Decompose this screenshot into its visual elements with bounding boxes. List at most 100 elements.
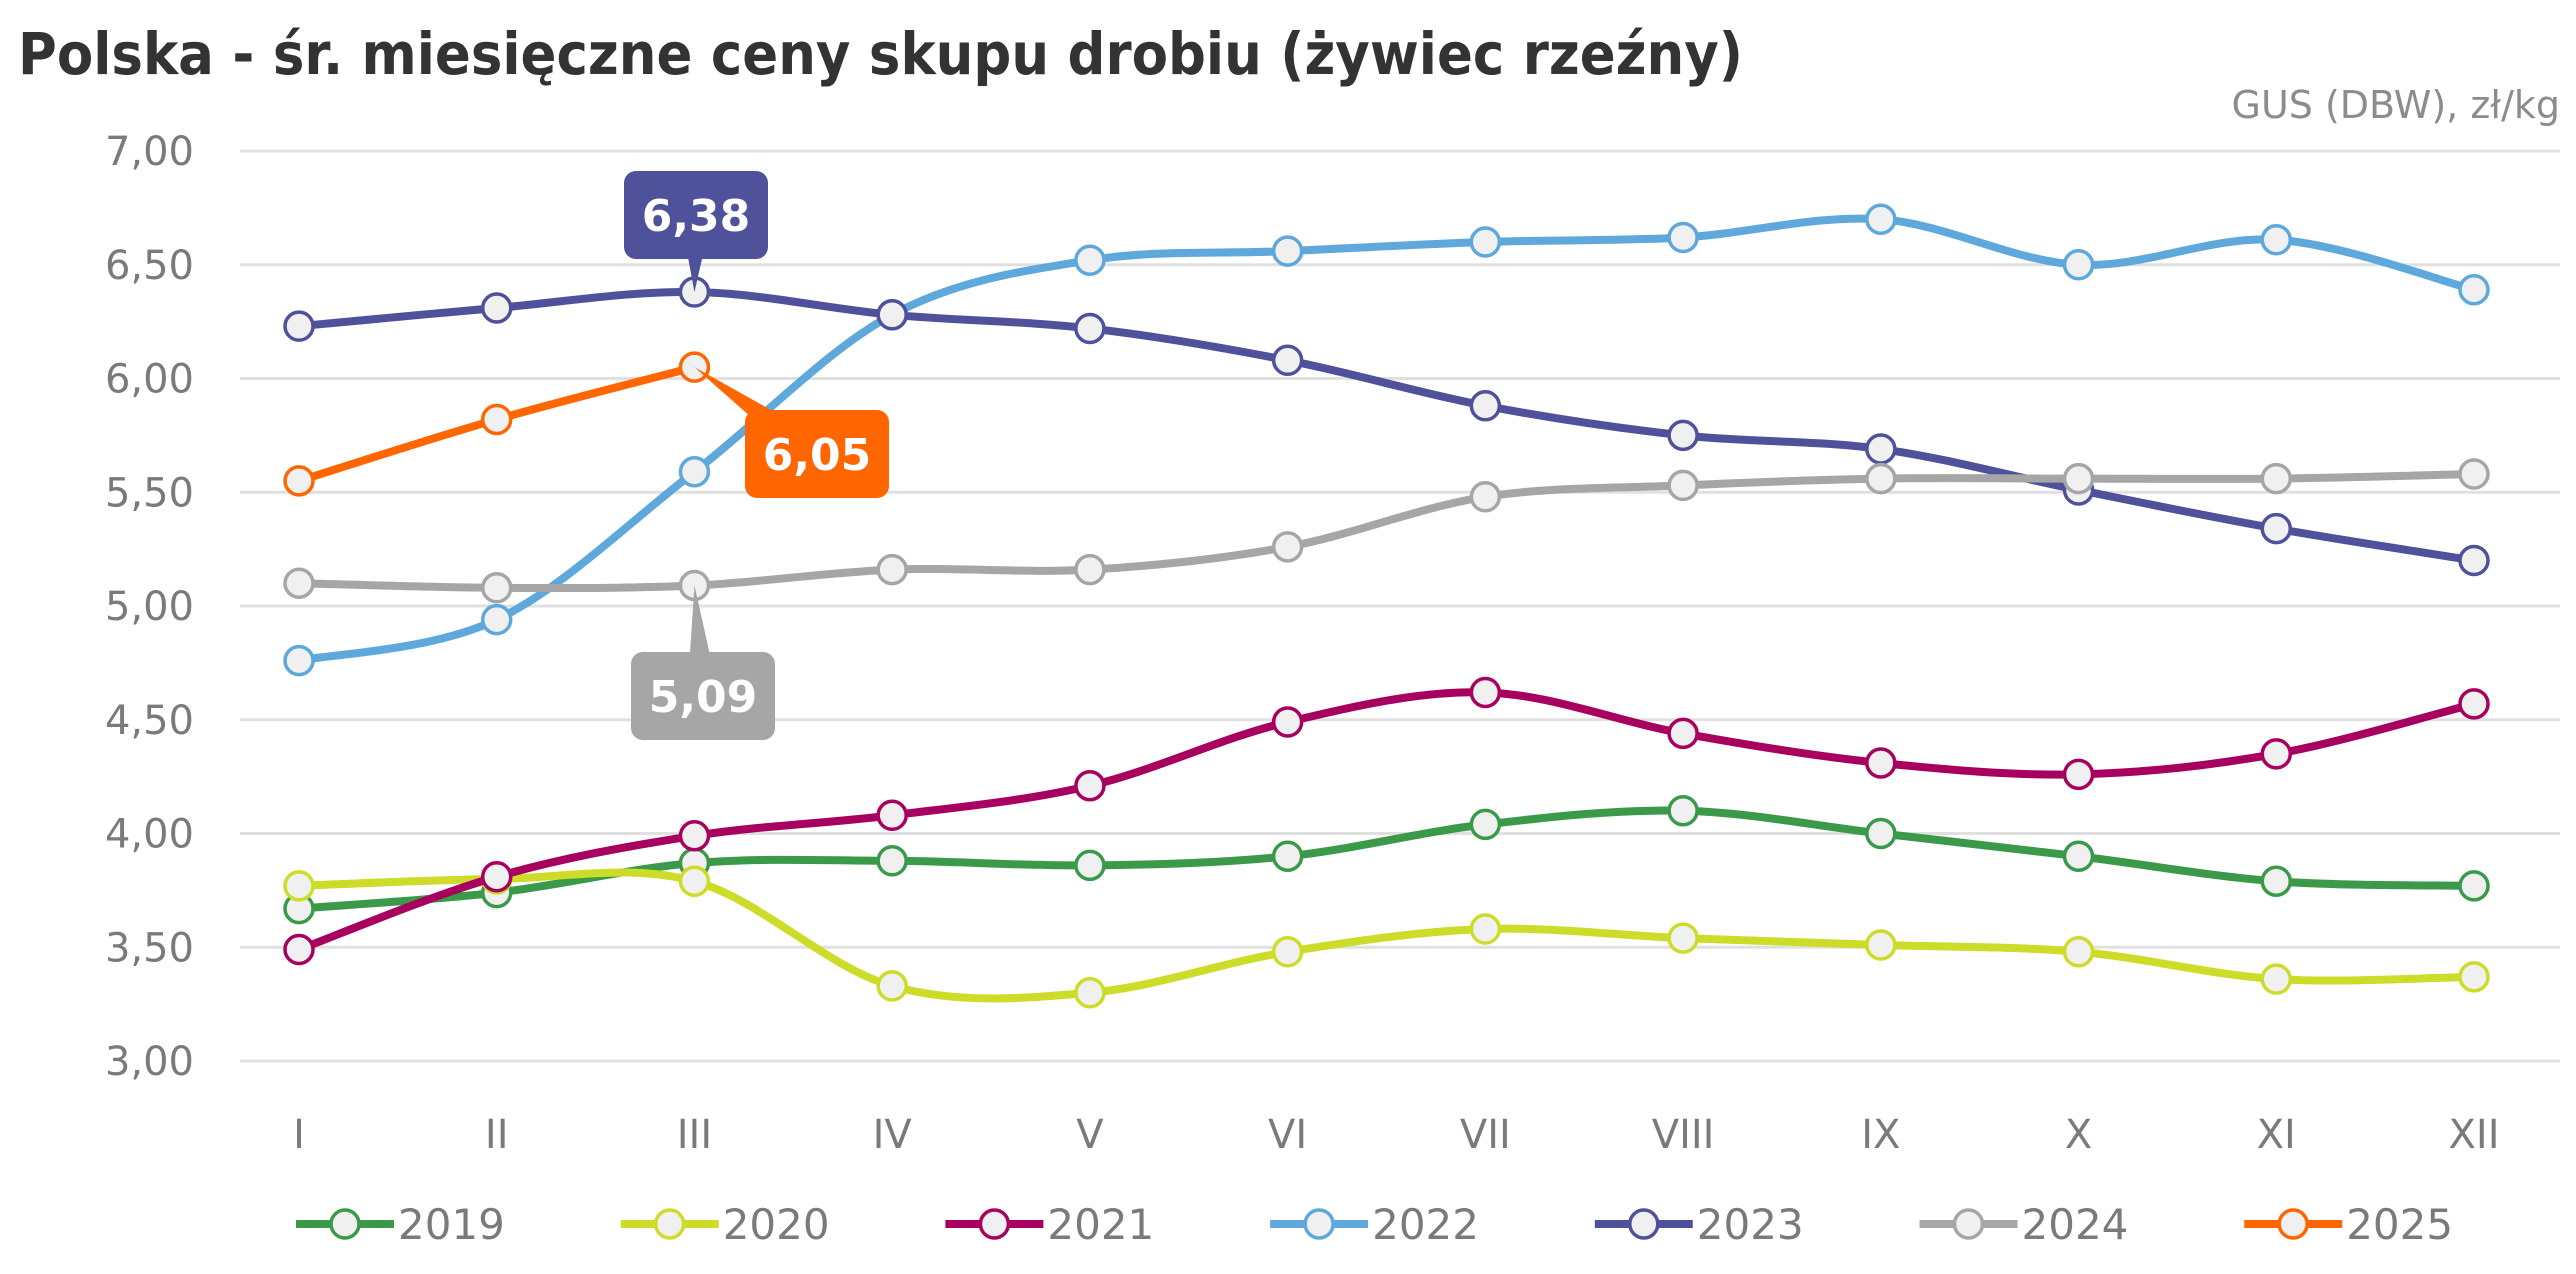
data-point [1667,922,1699,954]
x-tick-label: XI [2257,1112,2296,1158]
callout-box [624,171,768,259]
callout-2023: 6,38 [624,171,768,293]
data-point [2260,512,2293,545]
callout-2025: 6,05 [694,367,889,498]
x-axis-ticks: I II III IV V VI VII VIII IX X XI XII [293,1112,2499,1158]
data-point [1074,244,1106,276]
legend-item-2021: 2021 [945,1200,1154,1249]
y-tick-label: 6,00 [105,357,194,403]
legend-marker [1952,1208,1985,1240]
legend-marker [653,1208,686,1240]
legend-marker [1628,1208,1660,1240]
series-line-2023 [295,287,2478,565]
callout-label: 5,09 [649,672,758,723]
data-point [480,860,513,893]
data-point [2062,758,2095,791]
data-point [1271,706,1304,738]
data-point [1469,481,1502,513]
data-callouts: 6,38 6,05 5,09 [624,171,889,740]
x-tick-label: I [293,1112,305,1158]
series-line-2024 [295,470,2478,593]
series-2020 [283,863,2490,1009]
y-tick-label: 7,00 [105,129,194,175]
series-lines [283,203,2490,1009]
x-tick-label: VII [1460,1112,1511,1158]
series-2021 [283,676,2490,966]
data-point [876,553,908,586]
legend: 2019 2020 2021 2022 2023 2024 2025 [296,1200,2453,1249]
data-point [2458,544,2490,577]
data-point [1271,840,1304,872]
data-point [1469,676,1502,709]
callout-box [631,652,775,740]
data-point [2260,963,2293,995]
data-point [480,603,513,636]
data-point [2458,274,2490,306]
x-tick-label: III [677,1112,712,1158]
legend-marker [2277,1208,2309,1240]
legend-marker [329,1208,361,1240]
data-point [1865,203,1897,235]
chart-subtitle: GUS (DBW), zł/kg [2232,83,2561,127]
data-point [1667,221,1699,254]
legend-marker [978,1208,1011,1240]
data-point [2260,865,2293,898]
data-point [1865,462,1897,495]
callout-box [745,410,889,498]
data-point [283,465,315,497]
data-point [1469,226,1502,258]
series-line-2021 [295,688,2478,954]
callout-2024: 5,09 [631,585,775,740]
data-point [1271,344,1304,377]
y-tick-label: 5,00 [105,584,194,630]
data-point [283,567,315,599]
y-tick-label: 4,00 [105,812,194,858]
x-tick-label: VIII [1652,1112,1715,1158]
legend-item-2023: 2023 [1594,1200,1804,1249]
y-axis-ticks: 3,00 3,50 4,00 4,50 5,00 5,50 6,00 6,50 7,00 [105,129,194,1085]
callout-label: 6,05 [763,430,872,481]
data-point [1667,469,1699,502]
data-point [1865,433,1897,465]
series-2025 [283,351,711,497]
data-point [1667,717,1699,750]
legend-item-2025: 2025 [2244,1200,2453,1249]
legend-label: 2019 [398,1200,505,1249]
x-tick-label: II [485,1112,509,1158]
data-point [2458,688,2490,720]
x-tick-label: X [2065,1112,2092,1158]
data-point [2458,961,2490,993]
series-2019 [283,795,2490,925]
y-tick-label: 5,50 [105,470,194,516]
data-point [480,292,513,324]
data-point [1074,312,1106,345]
legend-label: 2022 [1372,1200,1479,1249]
data-point [876,845,908,877]
data-point [1469,913,1502,945]
x-tick-label: IX [1861,1112,1900,1158]
data-point [1271,531,1304,563]
data-point [1074,553,1106,586]
y-tick-label: 3,50 [105,925,194,971]
data-point [1667,795,1699,827]
data-point [2260,223,2293,256]
data-point [876,799,908,832]
legend-label: 2023 [1697,1200,1804,1249]
series-2022 [283,203,2490,677]
data-point [1271,235,1304,267]
data-point [2458,458,2490,490]
data-point [283,310,315,342]
legend-item-2020: 2020 [620,1200,830,1249]
data-point [2260,462,2293,495]
data-point [1469,808,1502,841]
chart-title: Polska - śr. miesięczne ceny skupu drobi… [18,20,1743,88]
data-point [2458,870,2490,902]
data-point [283,644,315,677]
data-point [1271,936,1304,968]
data-point [678,865,711,898]
data-point [1667,419,1699,452]
data-point [283,933,315,966]
x-tick-label: XII [2449,1112,2500,1158]
data-point [1074,769,1106,802]
